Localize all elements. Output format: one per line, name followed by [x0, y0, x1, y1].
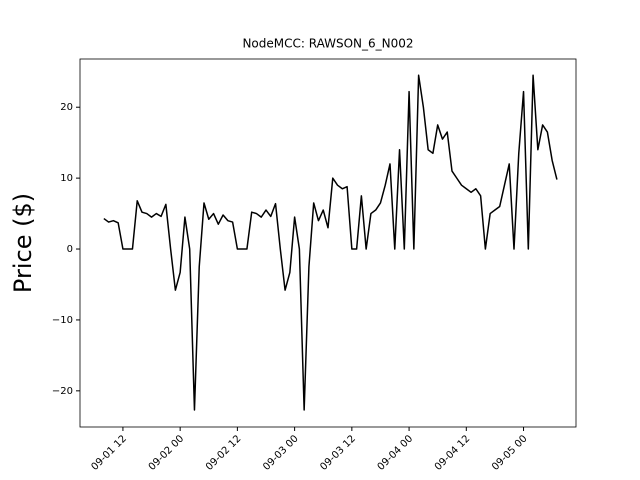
axes-frame	[79, 58, 577, 428]
y-tick-label: 20	[60, 102, 73, 113]
y-axis-label: Price ($)	[9, 193, 37, 293]
y-tick-label: −20	[52, 386, 73, 397]
y-tick-label: 10	[60, 173, 73, 184]
chart-title: NodeMCC: RAWSON_6_N002	[242, 37, 413, 51]
line-series	[103, 74, 558, 411]
y-tick-label: −10	[52, 315, 73, 326]
y-tick-label: 0	[67, 244, 73, 255]
